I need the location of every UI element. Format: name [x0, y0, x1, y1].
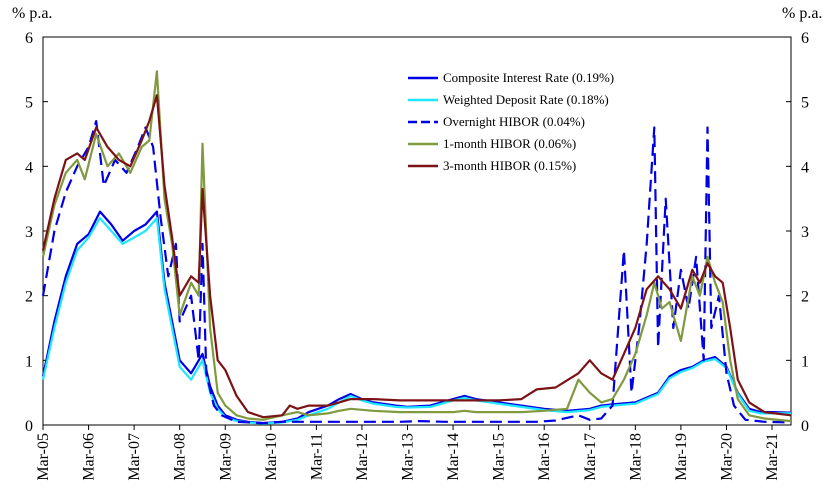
right-tick-label: 3	[801, 224, 809, 241]
left-tick-label: 5	[25, 95, 33, 112]
x-tick-label: Mar-08	[172, 433, 189, 481]
left-tick-label: 2	[25, 289, 33, 306]
x-tick-label: Mar-11	[308, 433, 325, 480]
x-tick-label: Mar-20	[718, 433, 735, 481]
x-tick-label: Mar-15	[491, 433, 508, 481]
series-lines	[41, 70, 792, 425]
legend-label-1: Weighted Deposit Rate (0.18%)	[443, 92, 609, 107]
right-tick-label: 0	[801, 418, 809, 435]
series-line-2	[41, 120, 792, 425]
legend-label-2: Overnight HIBOR (0.04%)	[443, 114, 585, 129]
left-axis-ticks: 0 1 2 3 4 5 6	[25, 30, 48, 435]
x-tick-label: Mar-05	[35, 433, 52, 481]
x-tick-label: Mar-10	[263, 433, 280, 481]
left-tick-label: 4	[25, 159, 33, 176]
x-tick-label: Mar-09	[217, 433, 234, 481]
legend-label-3: 1-month HIBOR (0.06%)	[443, 136, 576, 151]
left-tick-label: 6	[25, 30, 33, 47]
right-axis-ticks: 0 1 2 3 4 5 6	[786, 30, 809, 435]
left-tick-label: 3	[25, 224, 33, 241]
legend-label-4: 3-month HIBOR (0.15%)	[443, 158, 576, 173]
x-tick-label: Mar-18	[627, 433, 644, 481]
right-tick-label: 6	[801, 30, 809, 47]
x-tick-label: Mar-13	[400, 433, 417, 481]
x-tick-label: Mar-07	[126, 433, 143, 481]
left-tick-label: 0	[25, 418, 33, 435]
right-tick-label: 2	[801, 289, 809, 306]
right-tick-label: 5	[801, 95, 809, 112]
x-tick-label: Mar-16	[536, 433, 553, 481]
x-tick-label: Mar-21	[764, 433, 781, 481]
right-tick-label: 4	[801, 159, 809, 176]
x-tick-label: Mar-12	[354, 433, 371, 481]
x-tick-label: Mar-19	[673, 433, 690, 481]
x-axis-ticks: Mar-05 Mar-06 Mar-07 Mar-08 Mar-09 Mar-10 Mar-…	[35, 425, 781, 481]
right-tick-label: 1	[801, 353, 809, 370]
legend-label-0: Composite Interest Rate (0.19%)	[443, 70, 614, 85]
legend: Composite Interest Rate (0.19%) Weighted …	[408, 70, 614, 173]
y-unit-right: % p.a.	[782, 5, 822, 22]
x-tick-label: Mar-17	[582, 433, 599, 481]
left-tick-label: 1	[25, 353, 33, 370]
x-tick-label: Mar-06	[81, 433, 98, 481]
series-line-0	[41, 210, 792, 425]
x-tick-label: Mar-14	[445, 433, 462, 481]
y-unit-left: % p.a.	[12, 5, 52, 22]
series-line-3	[41, 70, 792, 423]
series-line-4	[41, 94, 792, 419]
series-line-1	[41, 217, 791, 425]
